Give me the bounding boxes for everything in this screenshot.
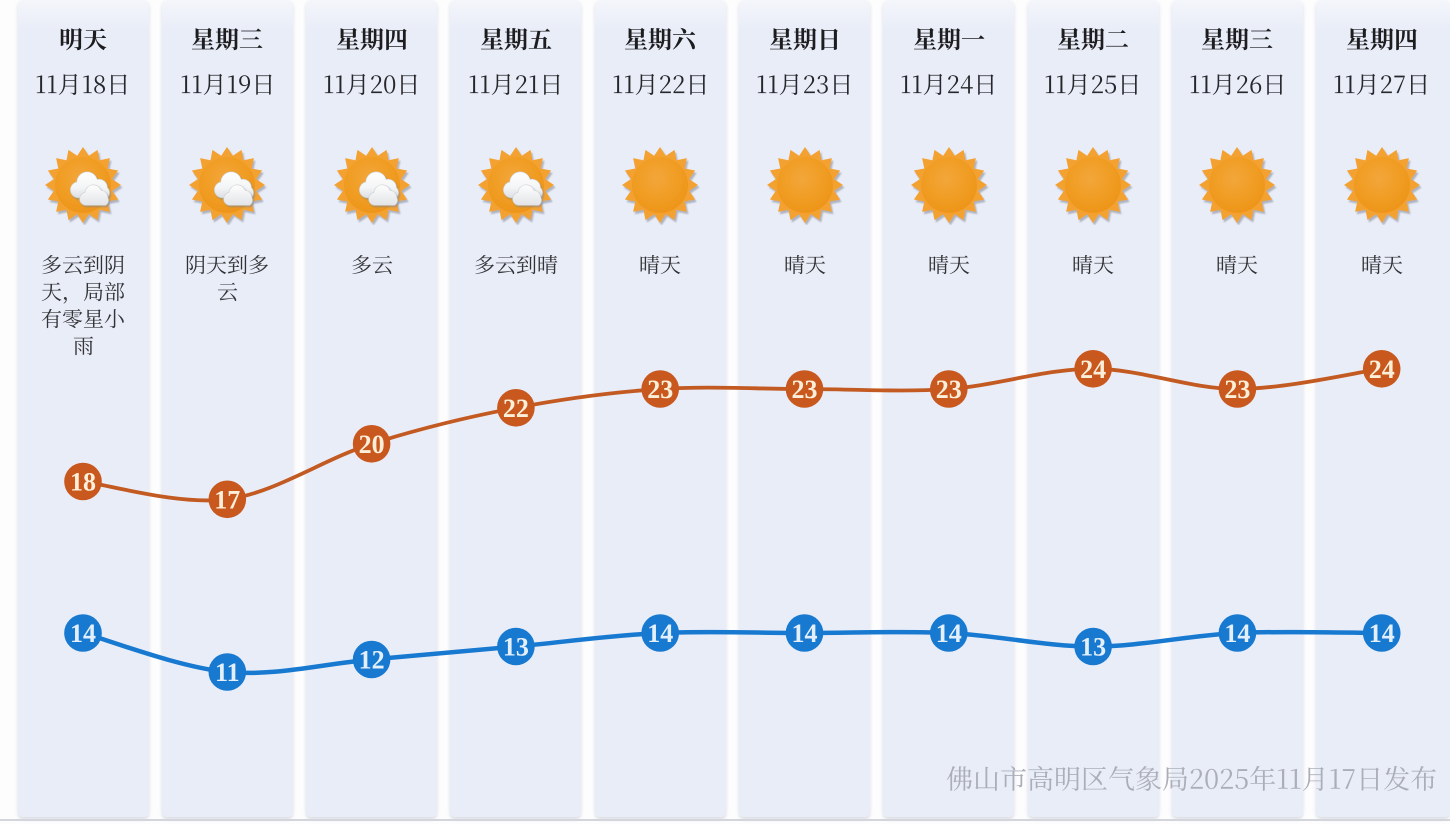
svg-text:14: 14 <box>792 619 818 648</box>
svg-text:12: 12 <box>359 646 385 675</box>
svg-text:17: 17 <box>214 485 240 514</box>
svg-text:18: 18 <box>70 468 96 497</box>
svg-text:11: 11 <box>215 658 240 687</box>
svg-text:23: 23 <box>936 375 962 404</box>
svg-text:14: 14 <box>647 619 673 648</box>
svg-text:23: 23 <box>792 375 818 404</box>
svg-text:23: 23 <box>1224 375 1250 404</box>
svg-text:24: 24 <box>1080 355 1106 384</box>
svg-text:14: 14 <box>1224 619 1250 648</box>
svg-text:22: 22 <box>503 394 529 423</box>
svg-text:23: 23 <box>647 375 673 404</box>
svg-text:24: 24 <box>1369 355 1395 384</box>
svg-text:14: 14 <box>70 619 96 648</box>
svg-text:13: 13 <box>1080 633 1106 662</box>
svg-text:14: 14 <box>1369 619 1395 648</box>
svg-text:20: 20 <box>359 430 385 459</box>
svg-text:13: 13 <box>503 633 529 662</box>
svg-text:14: 14 <box>936 619 962 648</box>
